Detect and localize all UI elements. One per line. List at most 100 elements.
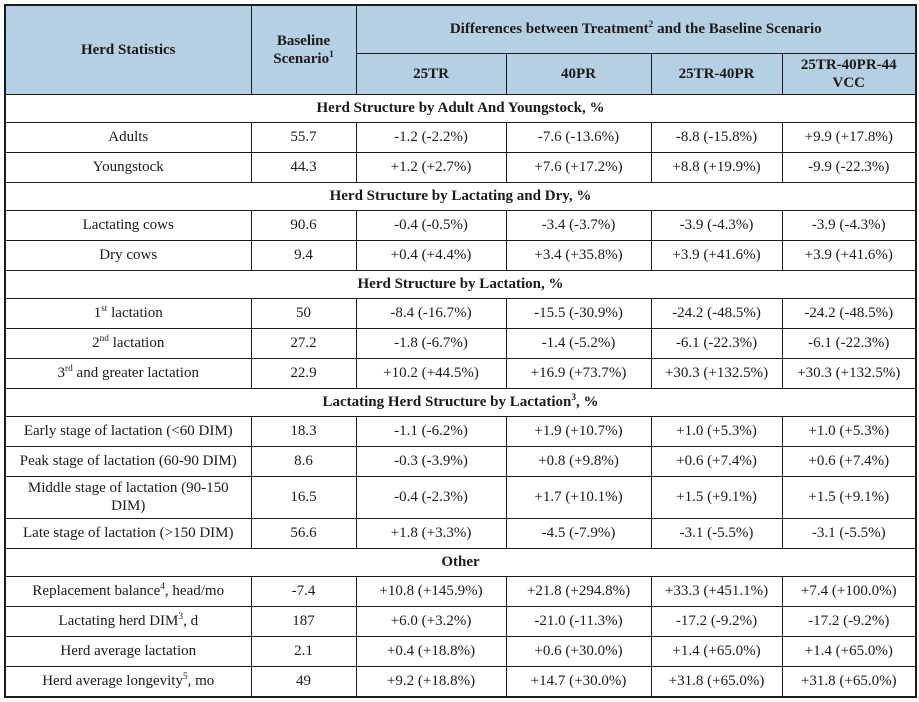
difference-value-cell: -3.4 (-3.7%) bbox=[505, 210, 652, 242]
difference-value-cell: +1.4 (+65.0%) bbox=[781, 635, 917, 667]
difference-value-cell: +21.8 (+294.8%) bbox=[505, 575, 652, 607]
baseline-value-cell: 18.3 bbox=[250, 416, 357, 448]
row-label-cell: Herd average lactation bbox=[4, 635, 252, 667]
table-row: Youngstock 44.3 +1.2 (+2.7%) +7.6 (+17.2%) +… bbox=[4, 152, 917, 184]
section-title: Other bbox=[4, 547, 917, 577]
difference-value-cell: +3.9 (+41.6%) bbox=[781, 240, 917, 272]
baseline-value-cell: 55.7 bbox=[250, 122, 357, 154]
difference-value-cell: +31.8 (+65.0%) bbox=[781, 665, 917, 698]
difference-value-cell: -1.2 (-2.2%) bbox=[355, 122, 507, 154]
row-label-cell: Dry cows bbox=[4, 240, 252, 272]
row-label-cell: Late stage of lactation (>150 DIM) bbox=[4, 517, 252, 549]
table-body: Herd Structure by Adult And Youngstock, … bbox=[4, 94, 917, 698]
difference-value-cell: +9.9 (+17.8%) bbox=[781, 122, 917, 154]
baseline-value-cell: 8.6 bbox=[250, 446, 357, 478]
col-header-treatment: 40PR bbox=[505, 52, 652, 96]
baseline-value-cell: 90.6 bbox=[250, 210, 357, 242]
row-label-cell: 2nd lactation bbox=[4, 328, 252, 360]
difference-value-cell: +0.6 (+7.4%) bbox=[650, 446, 783, 478]
difference-value-cell: +1.5 (+9.1%) bbox=[781, 476, 917, 519]
difference-value-cell: +0.4 (+4.4%) bbox=[355, 240, 507, 272]
difference-value-cell: -6.1 (-22.3%) bbox=[781, 328, 917, 360]
difference-value-cell: -8.8 (-15.8%) bbox=[650, 122, 783, 154]
section-title: Lactating Herd Structure by Lactation3, … bbox=[4, 388, 917, 418]
row-label-cell: Replacement balance4, head/mo bbox=[4, 575, 252, 607]
difference-value-cell: +0.8 (+9.8%) bbox=[505, 446, 652, 478]
treatment-header-row: 25TR 40PR 25TR-40PR 25TR-40PR-44 VCC bbox=[5, 52, 917, 96]
difference-value-cell: +1.8 (+3.3%) bbox=[355, 517, 507, 549]
row-label-cell: 3rd and greater lactation bbox=[4, 358, 252, 390]
difference-value-cell: -0.4 (-0.5%) bbox=[355, 210, 507, 242]
difference-value-cell: +30.3 (+132.5%) bbox=[781, 358, 917, 390]
section-title: Herd Structure by Adult And Youngstock, … bbox=[4, 94, 917, 124]
section-title: Herd Structure by Lactation, % bbox=[4, 270, 917, 300]
difference-value-cell: +30.3 (+132.5%) bbox=[650, 358, 783, 390]
difference-value-cell: -9.9 (-22.3%) bbox=[781, 152, 917, 184]
baseline-value-cell: 16.5 bbox=[250, 476, 357, 519]
difference-value-cell: +1.2 (+2.7%) bbox=[355, 152, 507, 184]
difference-value-cell: +10.8 (+145.9%) bbox=[355, 575, 507, 607]
difference-value-cell: -3.1 (-5.5%) bbox=[650, 517, 783, 549]
row-label-cell: Lactating herd DIM3, d bbox=[4, 605, 252, 637]
difference-value-cell: -17.2 (-9.2%) bbox=[781, 605, 917, 637]
difference-value-cell: +31.8 (+65.0%) bbox=[650, 665, 783, 698]
row-label-cell: Early stage of lactation (<60 DIM) bbox=[4, 416, 252, 448]
table-row: Lactating cows 90.6 -0.4 (-0.5%) -3.4 (-3.7… bbox=[4, 210, 917, 242]
herd-statistics-table: Herd Statistics Baseline Scenario1 Diffe… bbox=[4, 4, 918, 698]
col-header-herd-statistics: Herd Statistics bbox=[4, 4, 252, 96]
section-row: Lactating Herd Structure by Lactation3, … bbox=[4, 388, 917, 418]
row-label-cell: Middle stage of lactation (90-150 DIM) bbox=[4, 476, 252, 519]
difference-value-cell: -7.6 (-13.6%) bbox=[505, 122, 652, 154]
table-row: Dry cows 9.4 +0.4 (+4.4%) +3.4 (+35.8%) +3.9… bbox=[4, 240, 917, 272]
difference-value-cell: +16.9 (+73.7%) bbox=[505, 358, 652, 390]
difference-value-cell: +3.4 (+35.8%) bbox=[505, 240, 652, 272]
table-row: 1st lactation 50 -8.4 (-16.7%) -15.5 (-30.9… bbox=[4, 298, 917, 330]
table-row: Lactating herd DIM3, d 187 +6.0 (+3.2%) -21… bbox=[4, 605, 917, 637]
difference-value-cell: +0.6 (+30.0%) bbox=[505, 635, 652, 667]
section-title: Herd Structure by Lactating and Dry, % bbox=[4, 182, 917, 212]
table-row: Herd average longevity5, mo 49 +9.2 (+18.8… bbox=[4, 665, 917, 698]
table-row: Late stage of lactation (>150 DIM) 56.6 +1… bbox=[4, 517, 917, 549]
row-label-cell: Herd average longevity5, mo bbox=[4, 665, 252, 698]
baseline-value-cell: 49 bbox=[250, 665, 357, 698]
section-row: Herd Structure by Adult And Youngstock, … bbox=[4, 94, 917, 124]
difference-value-cell: -3.9 (-4.3%) bbox=[781, 210, 917, 242]
difference-value-cell: +8.8 (+19.9%) bbox=[650, 152, 783, 184]
difference-value-cell: +33.3 (+451.1%) bbox=[650, 575, 783, 607]
col-header-treatment: 25TR bbox=[355, 52, 507, 96]
baseline-value-cell: 27.2 bbox=[250, 328, 357, 360]
difference-value-cell: +1.0 (+5.3%) bbox=[650, 416, 783, 448]
difference-value-cell: +9.2 (+18.8%) bbox=[355, 665, 507, 698]
difference-value-cell: +1.9 (+10.7%) bbox=[505, 416, 652, 448]
difference-value-cell: +3.9 (+41.6%) bbox=[650, 240, 783, 272]
difference-value-cell: +1.5 (+9.1%) bbox=[650, 476, 783, 519]
table-row: 3rd and greater lactation 22.9 +10.2 (+44.… bbox=[4, 358, 917, 390]
row-label-cell: Lactating cows bbox=[4, 210, 252, 242]
difference-value-cell: -24.2 (-48.5%) bbox=[781, 298, 917, 330]
baseline-value-cell: -7.4 bbox=[250, 575, 357, 607]
difference-value-cell: +7.4 (+100.0%) bbox=[781, 575, 917, 607]
row-label-cell: Peak stage of lactation (60-90 DIM) bbox=[4, 446, 252, 478]
baseline-value-cell: 44.3 bbox=[250, 152, 357, 184]
difference-value-cell: -21.0 (-11.3%) bbox=[505, 605, 652, 637]
difference-value-cell: -0.3 (-3.9%) bbox=[355, 446, 507, 478]
col-header-treatment: 25TR-40PR-44 VCC bbox=[781, 52, 917, 96]
row-label-cell: 1st lactation bbox=[4, 298, 252, 330]
section-row: Herd Structure by Lactating and Dry, % bbox=[4, 182, 917, 212]
row-label-cell: Adults bbox=[4, 122, 252, 154]
section-row: Herd Structure by Lactation, % bbox=[4, 270, 917, 300]
col-header-baseline-scenario: Baseline Scenario1 bbox=[250, 4, 357, 96]
difference-value-cell: +1.7 (+10.1%) bbox=[505, 476, 652, 519]
difference-value-cell: -17.2 (-9.2%) bbox=[650, 605, 783, 637]
difference-value-cell: -0.4 (-2.3%) bbox=[355, 476, 507, 519]
difference-value-cell: -1.1 (-6.2%) bbox=[355, 416, 507, 448]
difference-value-cell: -4.5 (-7.9%) bbox=[505, 517, 652, 549]
table-row: Early stage of lactation (<60 DIM) 18.3 -1… bbox=[4, 416, 917, 448]
difference-value-cell: -1.8 (-6.7%) bbox=[355, 328, 507, 360]
difference-value-cell: +7.6 (+17.2%) bbox=[505, 152, 652, 184]
section-row: Other bbox=[4, 547, 917, 577]
baseline-value-cell: 22.9 bbox=[250, 358, 357, 390]
baseline-value-cell: 50 bbox=[250, 298, 357, 330]
difference-value-cell: +14.7 (+30.0%) bbox=[505, 665, 652, 698]
